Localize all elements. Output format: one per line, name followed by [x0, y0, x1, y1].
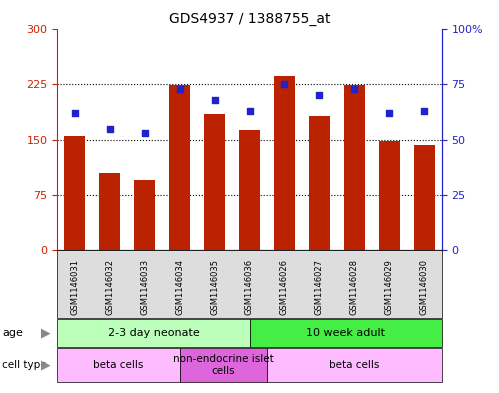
Bar [99, 173, 120, 250]
Text: cell type: cell type [2, 360, 47, 370]
Text: age: age [2, 328, 23, 338]
Bar [204, 114, 225, 250]
Text: GSM1146035: GSM1146035 [210, 259, 219, 315]
Bar [274, 76, 295, 250]
Point [211, 97, 219, 103]
Point [176, 86, 184, 92]
Bar [239, 130, 260, 250]
Text: ▶: ▶ [41, 358, 51, 371]
Point [106, 125, 114, 132]
Bar [64, 136, 85, 250]
Text: GSM1146031: GSM1146031 [70, 259, 79, 315]
Bar [134, 180, 155, 250]
Point [350, 86, 358, 92]
Point [141, 130, 149, 136]
Text: GSM1146027: GSM1146027 [315, 259, 324, 315]
Text: GSM1146029: GSM1146029 [385, 259, 394, 315]
Text: GSM1146028: GSM1146028 [350, 259, 359, 315]
Text: GSM1146030: GSM1146030 [420, 259, 429, 315]
Text: GDS4937 / 1388755_at: GDS4937 / 1388755_at [169, 12, 330, 26]
Bar [379, 141, 400, 250]
Text: non-endocrine islet
cells: non-endocrine islet cells [173, 354, 273, 376]
Text: GSM1146026: GSM1146026 [280, 259, 289, 315]
Text: GSM1146036: GSM1146036 [245, 259, 254, 315]
Point [71, 110, 79, 116]
Text: 10 week adult: 10 week adult [306, 328, 385, 338]
Bar [344, 85, 365, 250]
Bar [309, 116, 330, 250]
Text: 2-3 day neonate: 2-3 day neonate [108, 328, 199, 338]
Point [280, 81, 288, 88]
Bar [169, 85, 190, 250]
Text: beta cells: beta cells [93, 360, 144, 370]
Text: GSM1146034: GSM1146034 [175, 259, 184, 315]
Point [420, 108, 428, 114]
Text: ▶: ▶ [41, 327, 51, 340]
Text: GSM1146032: GSM1146032 [105, 259, 114, 315]
Text: beta cells: beta cells [329, 360, 379, 370]
Point [315, 92, 323, 99]
Text: GSM1146033: GSM1146033 [140, 259, 149, 315]
Point [385, 110, 393, 116]
Point [246, 108, 253, 114]
Bar [414, 145, 435, 250]
